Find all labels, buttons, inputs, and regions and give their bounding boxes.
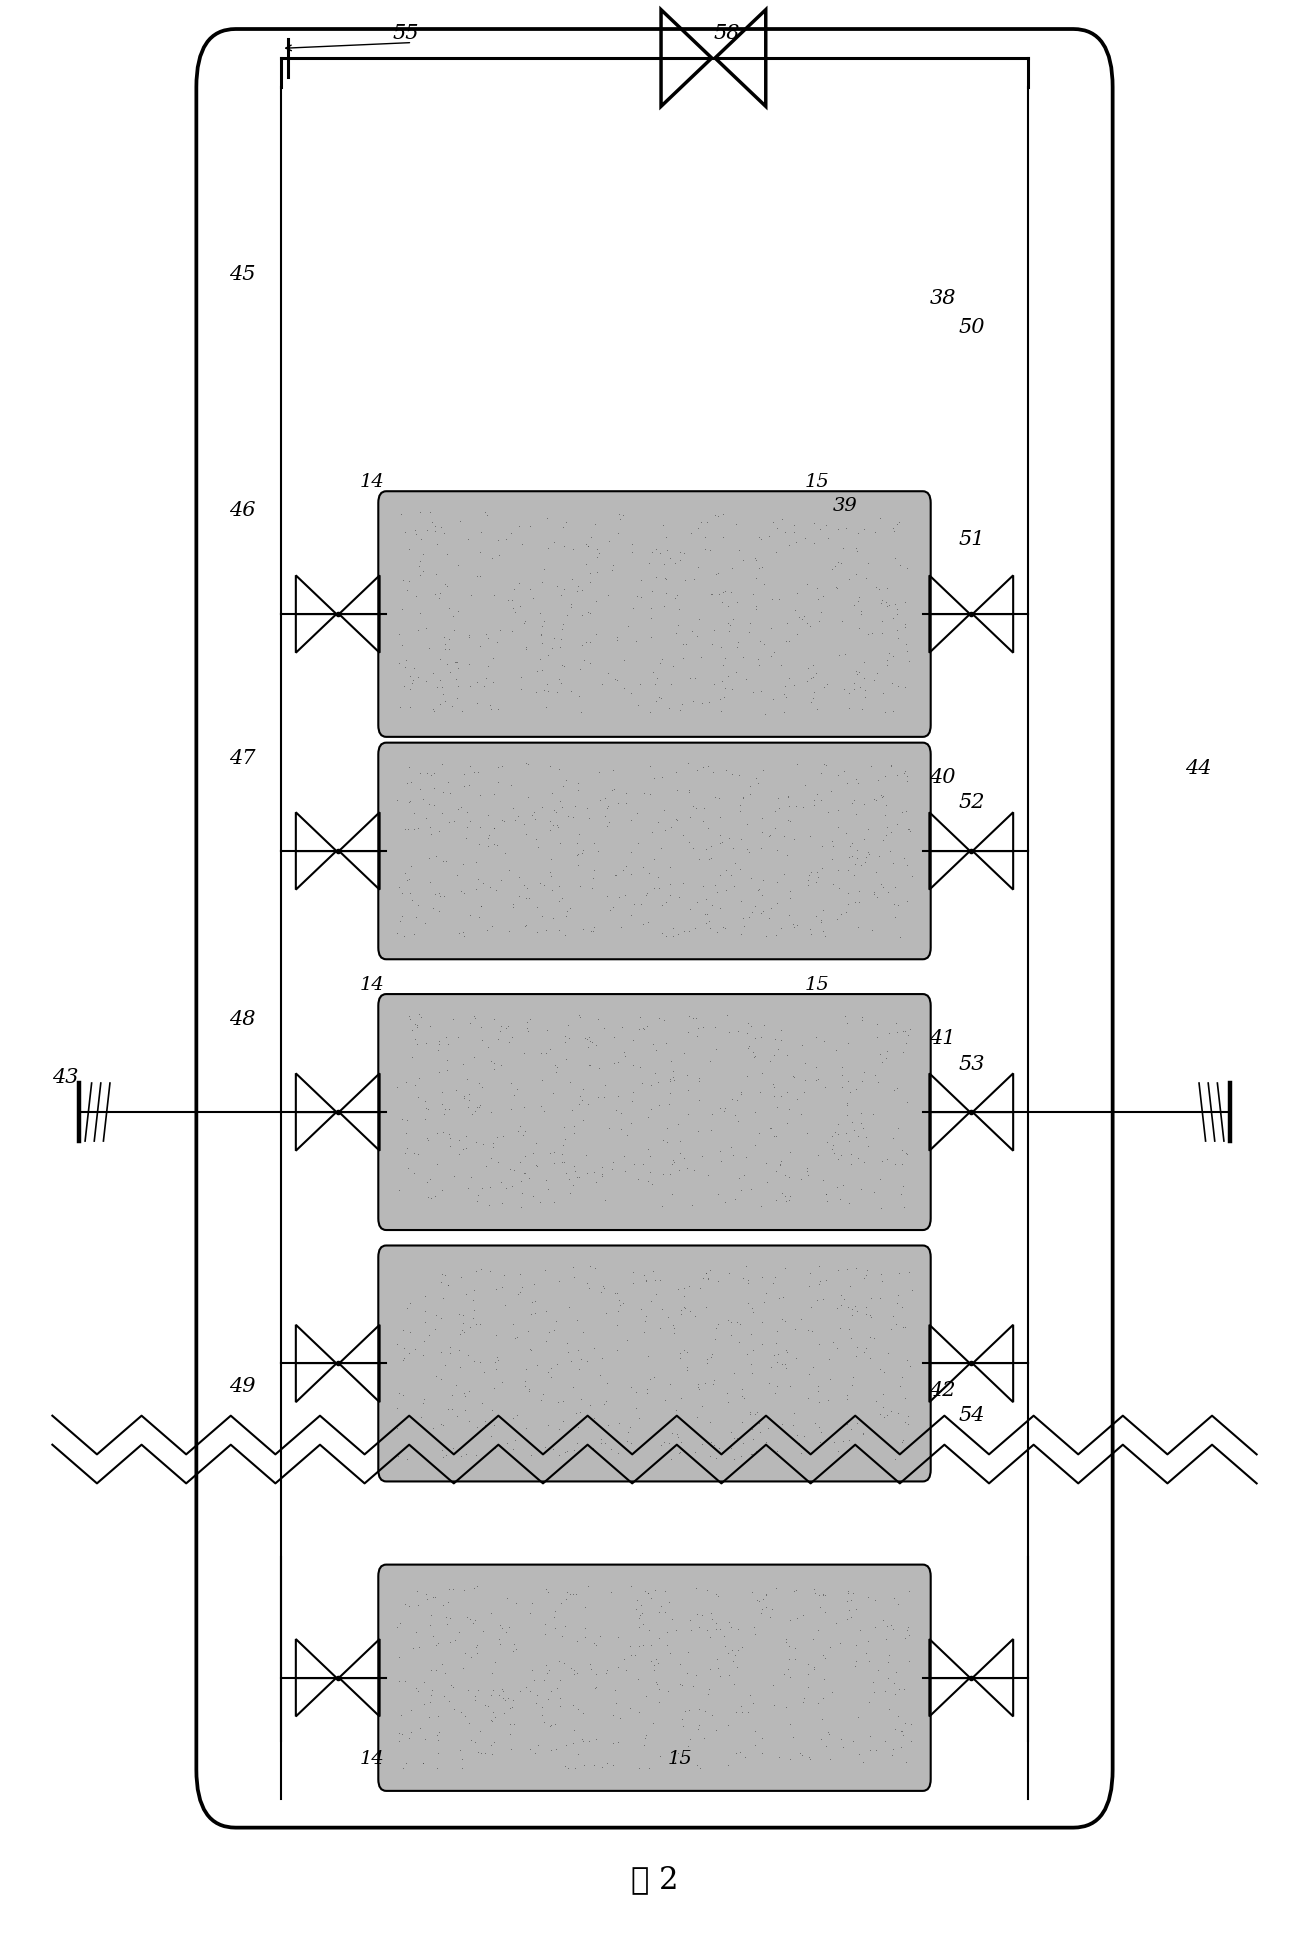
Text: 14: 14: [360, 474, 385, 491]
FancyBboxPatch shape: [378, 743, 931, 959]
Text: 46: 46: [229, 501, 255, 520]
Text: 38: 38: [929, 288, 956, 308]
Text: 图 2: 图 2: [631, 1864, 678, 1895]
Text: 53: 53: [958, 1054, 984, 1073]
Text: 47: 47: [229, 748, 255, 768]
Text: 39: 39: [833, 497, 857, 514]
FancyBboxPatch shape: [378, 1245, 931, 1481]
Text: 54: 54: [958, 1406, 984, 1425]
Text: 40: 40: [929, 768, 956, 787]
Text: 52: 52: [958, 793, 984, 812]
Text: 41: 41: [929, 1029, 956, 1048]
Text: 49: 49: [229, 1377, 255, 1396]
Text: 14: 14: [360, 977, 385, 994]
FancyBboxPatch shape: [378, 1565, 931, 1791]
Text: 50: 50: [958, 317, 984, 337]
Text: 58: 58: [713, 23, 740, 43]
FancyBboxPatch shape: [378, 491, 931, 737]
Text: 43: 43: [52, 1068, 79, 1087]
Text: 14: 14: [360, 1750, 385, 1768]
Text: 42: 42: [929, 1381, 956, 1400]
Text: 48: 48: [229, 1010, 255, 1029]
Text: 15: 15: [805, 977, 830, 994]
Text: 51: 51: [958, 530, 984, 549]
Text: 55: 55: [393, 23, 419, 43]
Text: 15: 15: [668, 1750, 692, 1768]
Text: 15: 15: [805, 474, 830, 491]
Text: 44: 44: [1185, 758, 1211, 777]
FancyBboxPatch shape: [378, 994, 931, 1230]
Text: 45: 45: [229, 265, 255, 284]
